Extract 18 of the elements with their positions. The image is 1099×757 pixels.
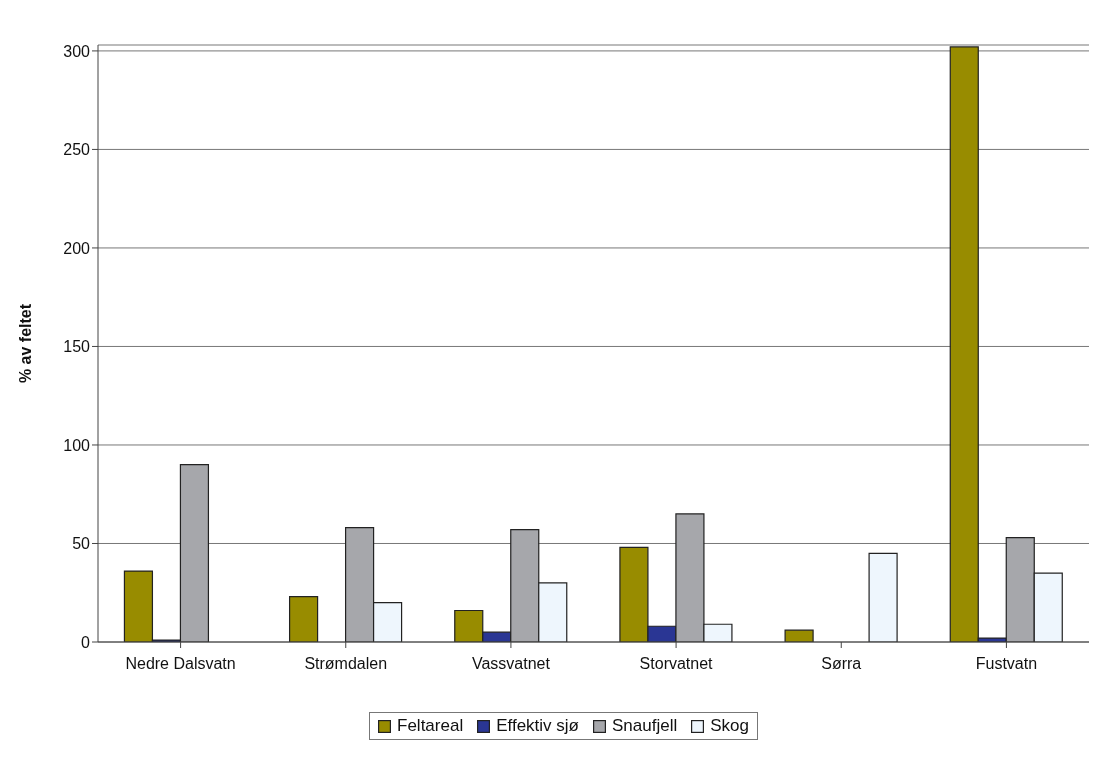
y-tick-label: 250 <box>63 141 91 159</box>
y-tick-label: 150 <box>63 338 91 356</box>
y-tick-label: 200 <box>63 239 91 257</box>
legend-label: Skog <box>710 716 749 736</box>
y-tick-label: 300 <box>63 42 91 60</box>
y-tick-label: 50 <box>72 535 91 553</box>
x-tick-label: Fustvatn <box>975 655 1038 673</box>
legend-label: Effektiv sjø <box>496 716 579 736</box>
x-tick-label: Storvatnet <box>639 655 714 673</box>
x-tick-label: Nedre Dalsvatn <box>125 655 236 673</box>
x-tick-label: Sørra <box>821 655 862 673</box>
legend-label: Feltareal <box>397 716 464 736</box>
y-tick-label: 0 <box>81 633 91 651</box>
y-axis-title: % av feltet <box>16 303 34 384</box>
x-tick-label: Strømdalen <box>304 655 388 673</box>
x-tick-label: Vassvatnet <box>471 655 551 673</box>
legend-label: Snaufjell <box>612 716 678 736</box>
y-tick-label: 100 <box>63 436 91 454</box>
